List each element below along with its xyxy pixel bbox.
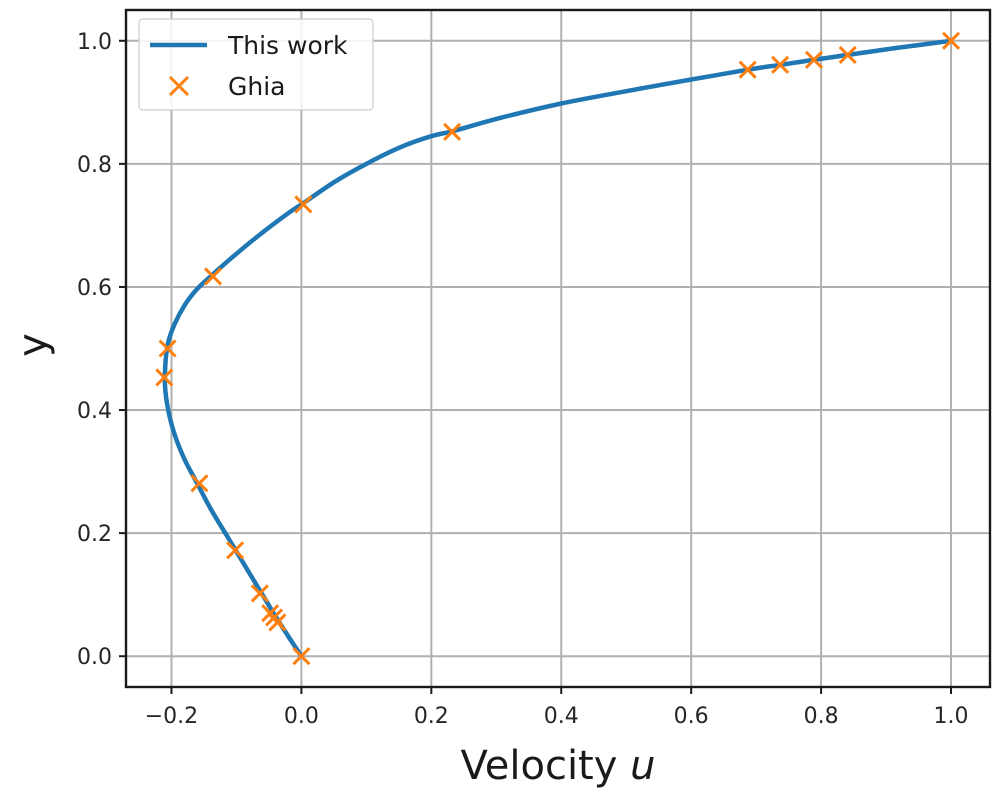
x-tick-label: 0.0 xyxy=(284,704,319,729)
grid xyxy=(126,10,990,687)
legend-box xyxy=(138,18,374,111)
y-tick-label: 1.0 xyxy=(77,30,112,55)
x-tick-label: 0.6 xyxy=(674,704,709,729)
ghia-marker-stroke xyxy=(443,122,462,141)
legend-label-ghia: Ghia xyxy=(228,72,285,101)
y-tick-label: 0.8 xyxy=(77,153,112,178)
x-axis-label-variable: u xyxy=(630,743,655,789)
ghia-marker-stroke xyxy=(261,604,280,623)
ghia-marker xyxy=(294,195,313,214)
tick-layer: −0.2 0.0 0.2 0.4 0.6 0.8 1.0 0.0 0.2 0.4 0.6 0.8 1.0 xyxy=(77,30,969,729)
ghia-marker-stroke xyxy=(941,31,961,50)
x-tick-label: 0.8 xyxy=(804,704,839,729)
ghia-marker-stroke xyxy=(190,474,209,493)
ghia-marker-stroke xyxy=(226,541,245,560)
ghia-marker xyxy=(804,50,824,69)
ghia-marker xyxy=(771,55,790,74)
ghia-marker-stroke xyxy=(771,55,790,74)
ghia-marker xyxy=(941,31,961,50)
y-tick-label: 0.2 xyxy=(77,522,112,547)
ghia-marker xyxy=(292,647,311,666)
series-line-this-work xyxy=(162,38,954,659)
ghia-marker-stroke xyxy=(203,267,223,286)
x-axis-label: Velocity u xyxy=(461,743,656,789)
x-tick-label: 0.2 xyxy=(414,704,449,729)
ghia-marker xyxy=(261,604,280,623)
plot-frame xyxy=(124,8,992,689)
ghia-marker-stroke xyxy=(158,339,177,358)
ghia-marker xyxy=(738,60,757,79)
y-tick-label: 0.4 xyxy=(77,399,112,424)
ghia-marker-stroke xyxy=(292,647,311,666)
legend-label-this-work: This work xyxy=(227,31,348,60)
ghia-marker-stroke xyxy=(838,45,857,64)
ghia-marker xyxy=(226,541,245,560)
ghia-marker xyxy=(155,368,174,387)
y-tick-label: 0.6 xyxy=(77,276,112,301)
ghia-marker-stroke xyxy=(294,195,313,214)
legend: This work Ghia xyxy=(138,18,374,111)
ghia-marker xyxy=(838,45,857,64)
ghia-marker xyxy=(443,122,462,141)
ghia-marker xyxy=(158,339,177,358)
ghia-marker-stroke xyxy=(155,368,174,387)
x-axis-label-text: Velocity xyxy=(461,743,631,789)
ghia-marker-stroke xyxy=(250,584,269,603)
legend-marker-swatch xyxy=(168,75,190,97)
x-tick-label: 1.0 xyxy=(934,704,969,729)
ghia-marker xyxy=(250,584,269,603)
x-tick-label: −0.2 xyxy=(145,704,198,729)
y-tick-label: 0.0 xyxy=(77,645,112,670)
series-layer xyxy=(155,31,961,666)
x-tick-label: 0.4 xyxy=(544,704,579,729)
y-axis-label: y xyxy=(10,333,56,357)
ghia-marker xyxy=(190,474,209,493)
ghia-marker-stroke xyxy=(738,60,757,79)
ghia-marker xyxy=(203,267,223,286)
ghia-marker-stroke xyxy=(804,50,824,69)
